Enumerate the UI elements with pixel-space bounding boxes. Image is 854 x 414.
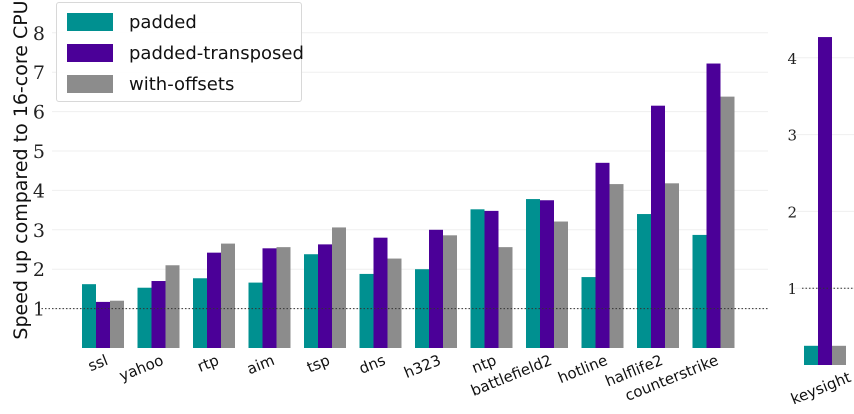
- bar-padded-ntp: [470, 209, 485, 348]
- bar-padded-transposed-rtp: [207, 252, 221, 348]
- y-tick-label: 2: [787, 203, 797, 221]
- y-tick-label: 1: [787, 280, 797, 298]
- bar-padded-transposed-ntp: [484, 210, 499, 348]
- bar-padded-battlefield2: [526, 199, 540, 348]
- bar-padded-transposed-h323: [429, 229, 443, 348]
- y-tick-label: 3: [787, 127, 797, 145]
- legend-item-with-offsets: with-offsets: [67, 73, 234, 95]
- category-label: rtp: [195, 351, 222, 376]
- y-axis-label: Speed up compared to 16-core CPU: [10, 0, 32, 339]
- y-tick-label: 8: [33, 23, 45, 45]
- bar-padded-aim: [248, 282, 263, 348]
- bar-padded-transposed-yahoo: [151, 281, 166, 348]
- bar-padded-transposed-counterstrike: [706, 63, 721, 348]
- bar-padded-transposed-tsp: [318, 244, 332, 348]
- category-label: yahoo: [117, 351, 166, 385]
- bar-padded-ssl: [82, 284, 96, 348]
- bar-with-offsets-yahoo: [165, 265, 180, 348]
- y-tick-label: 1: [33, 299, 45, 321]
- bar-padded-h323: [415, 269, 429, 348]
- category-label: h323: [401, 351, 443, 382]
- bar-with-offsets-tsp: [332, 227, 346, 348]
- bar-padded-dns: [359, 273, 374, 348]
- bar-padded-transposed-hotline: [595, 162, 610, 348]
- bar-padded-rtp: [193, 278, 207, 348]
- bar-with-offsets-aim: [276, 247, 291, 348]
- bar-with-offsets-battlefield2: [554, 221, 568, 348]
- legend-item-padded-transposed: padded-transposed: [67, 42, 304, 64]
- category-label: dns: [356, 351, 388, 378]
- bar-padded-transposed-battlefield2: [540, 200, 554, 348]
- legend-item-padded: padded: [67, 11, 197, 33]
- y-tick-label: 7: [33, 62, 45, 84]
- side-category-labels: keysight: [788, 368, 853, 408]
- bar-padded-transposed-keysight: [818, 37, 832, 366]
- category-label: tsp: [304, 351, 332, 376]
- main-y-ticks: 1 2 3 4 5 6 7 8: [33, 23, 45, 321]
- category-label: hotline: [555, 351, 610, 387]
- bar-with-offsets-halflife2: [665, 183, 679, 348]
- legend-label-padded: padded: [129, 11, 197, 33]
- y-tick-label: 4: [33, 180, 45, 202]
- legend-label-with-offsets: with-offsets: [129, 73, 235, 95]
- bar-with-offsets-ntp: [498, 247, 513, 348]
- bar-padded-counterstrike: [692, 234, 707, 348]
- bar-with-offsets-hotline: [609, 184, 624, 348]
- legend-swatch-padded-transposed: [67, 44, 113, 62]
- legend: padded padded-transposed with-offsets: [56, 2, 304, 102]
- bar-with-offsets-dns: [387, 258, 402, 348]
- legend-label-padded-transposed: padded-transposed: [129, 42, 304, 64]
- bar-padded-tsp: [304, 254, 318, 348]
- bar-with-offsets-ssl: [110, 300, 124, 348]
- bar-with-offsets-rtp: [221, 243, 235, 348]
- side-y-ticks: 1 2 3 4: [787, 50, 797, 298]
- bar-padded-yahoo: [137, 287, 152, 348]
- side-bars: [804, 37, 846, 366]
- bar-padded-transposed-dns: [373, 237, 388, 348]
- y-tick-label: 6: [33, 102, 45, 124]
- bar-padded-transposed-ssl: [96, 301, 110, 348]
- bar-with-offsets-h323: [443, 235, 457, 348]
- y-tick-label: 5: [33, 141, 45, 163]
- legend-swatch-with-offsets: [67, 75, 113, 93]
- main-bars: [82, 63, 735, 349]
- y-tick-label: 2: [33, 259, 45, 281]
- y-tick-label: 3: [33, 220, 45, 242]
- category-label: aim: [244, 351, 277, 378]
- category-label: keysight: [788, 368, 853, 408]
- y-tick-label: 4: [787, 50, 797, 68]
- category-label: ssl: [85, 351, 110, 375]
- bar-padded-transposed-halflife2: [651, 105, 665, 348]
- bar-padded-halflife2: [637, 214, 651, 348]
- bar-with-offsets-counterstrike: [720, 96, 735, 349]
- legend-swatch-padded: [67, 13, 113, 31]
- bar-padded-hotline: [581, 277, 596, 348]
- bar-padded-transposed-aim: [262, 248, 277, 348]
- bar-with-offsets-keysight: [832, 345, 846, 365]
- bar-padded-keysight: [804, 345, 818, 365]
